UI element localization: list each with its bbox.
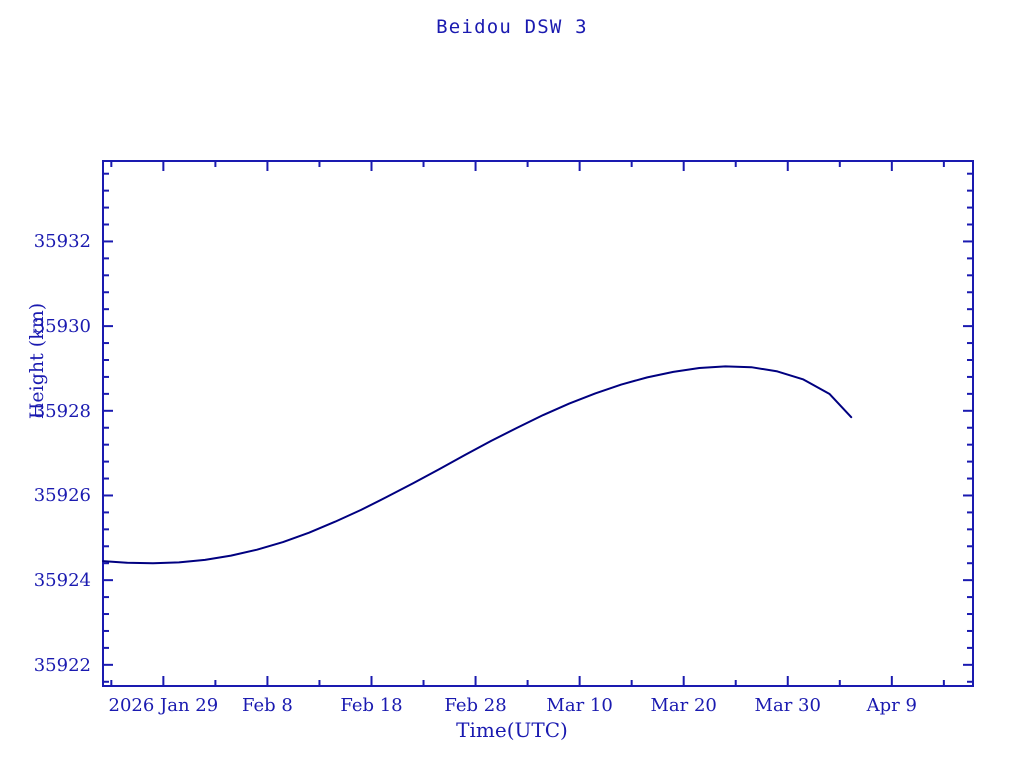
plot-frame (102, 160, 974, 687)
x-tick-label: Feb 18 (340, 695, 403, 716)
chart-title: Beidou DSW 3 (436, 16, 588, 38)
x-tick-label: Mar 10 (546, 695, 613, 716)
data-series-line (102, 365, 853, 565)
x-tick-label: Apr 9 (866, 695, 917, 716)
y-tick-label: 35930 (33, 316, 91, 338)
x-tick-label: Feb 8 (241, 695, 293, 716)
x-tick-label: 2026 Jan 29 (108, 695, 219, 716)
y-tick-label: 35926 (33, 485, 91, 507)
y-tick-label: 35928 (33, 400, 91, 422)
x-tick-label: Feb 28 (444, 695, 507, 716)
x-tick-label: Mar 30 (754, 695, 821, 716)
y-tick-label: 35932 (33, 231, 91, 253)
x-tick-label: Mar 20 (650, 695, 717, 716)
y-tick-label: 35924 (33, 570, 91, 592)
y-tick-label: 35922 (33, 654, 91, 676)
x-axis-title: Time(UTC) (456, 718, 568, 742)
axis-ticks (103, 161, 973, 686)
